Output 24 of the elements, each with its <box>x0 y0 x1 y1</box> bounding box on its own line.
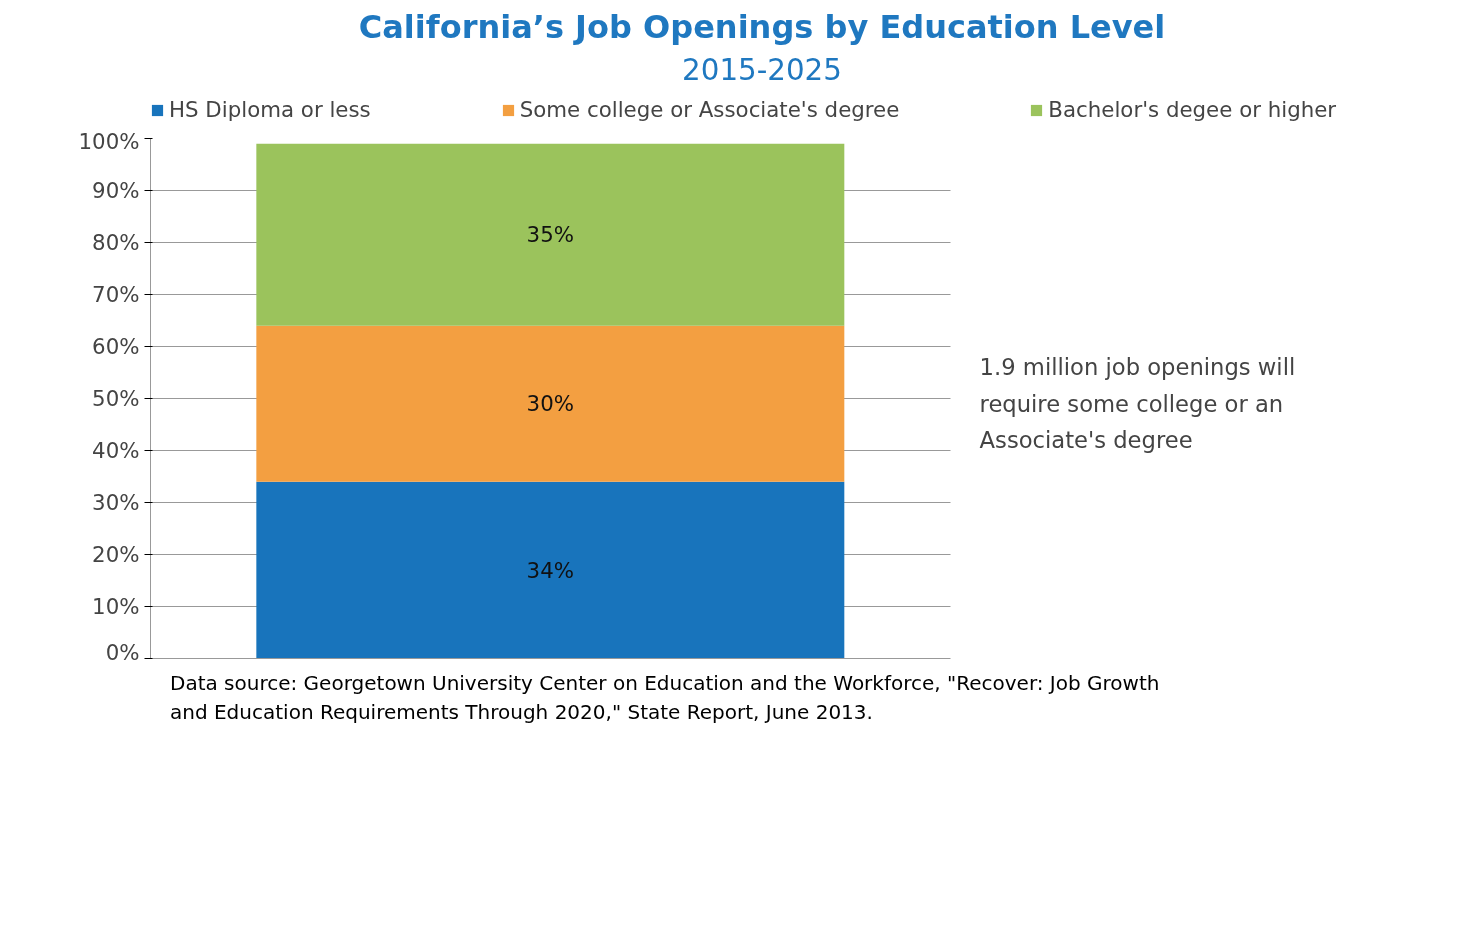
y-tick-label: 50% <box>92 386 140 411</box>
y-tick-label: 20% <box>92 542 140 567</box>
y-tick-label: 40% <box>92 438 140 463</box>
y-tick-label: 70% <box>92 282 140 307</box>
legend-label: HS Diploma or less <box>169 97 371 122</box>
y-tick-label: 0% <box>105 639 140 665</box>
bar <box>256 481 845 659</box>
bar <box>256 143 845 326</box>
chart-subtitle: 2015-2025 <box>682 52 842 87</box>
chart-title: California’s Job Openings by Education Level <box>358 7 1166 46</box>
y-tick-label: 80% <box>92 230 140 255</box>
data-label: 34% <box>526 557 575 583</box>
bar <box>256 325 845 482</box>
y-tick-label: 90% <box>92 178 140 203</box>
y-tick-label: 30% <box>92 490 140 515</box>
y-tick-label: 100% <box>78 128 140 154</box>
text: 1.9 million job openings will require some college or an Associate's degree <box>979 354 1296 454</box>
legend-label: Bachelor's degee or higher <box>1048 97 1337 122</box>
y-tick-label: 60% <box>92 334 140 359</box>
data-label: 30% <box>526 391 575 417</box>
data-label: 35% <box>526 222 575 248</box>
y-tick-label: 10% <box>92 594 140 619</box>
source-note: Data source: Georgetown University Center on Education and the Workforce, "Recover: Job Growth and Education Requirements Through 2020," State Report, June 2013. <box>170 670 1161 726</box>
legend-label: Some college or Associate's degree <box>519 97 900 122</box>
